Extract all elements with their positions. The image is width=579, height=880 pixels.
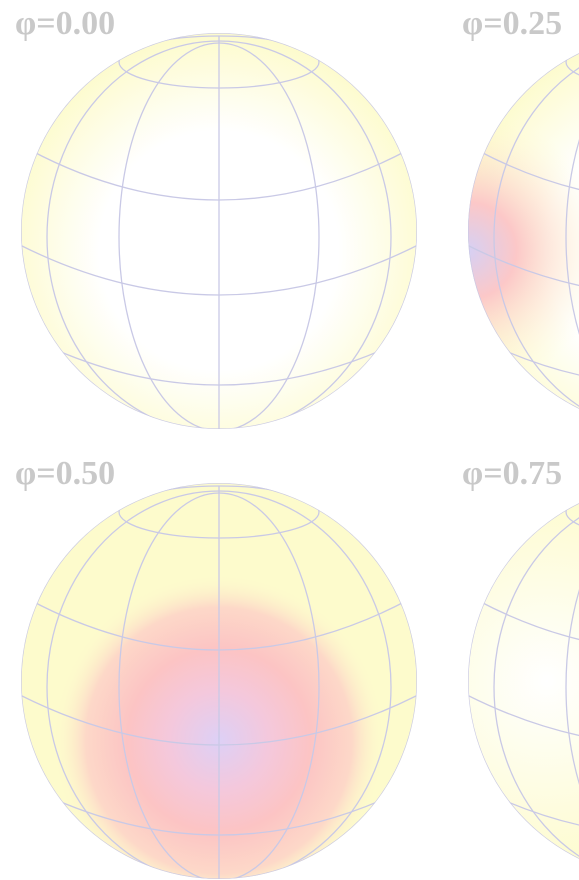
phase-label: φ=0.25 xyxy=(462,5,562,42)
panel: φ=0.50 xyxy=(15,455,418,880)
phase-label: φ=0.00 xyxy=(15,5,115,42)
panel: φ=0.75 xyxy=(462,455,579,880)
panel: φ=0.00 xyxy=(15,5,418,433)
phase-label: φ=0.50 xyxy=(15,455,115,492)
sphere xyxy=(468,503,579,859)
spot xyxy=(468,53,579,409)
panel: φ=0.25 xyxy=(462,5,579,433)
phase-label: φ=0.75 xyxy=(462,455,562,492)
